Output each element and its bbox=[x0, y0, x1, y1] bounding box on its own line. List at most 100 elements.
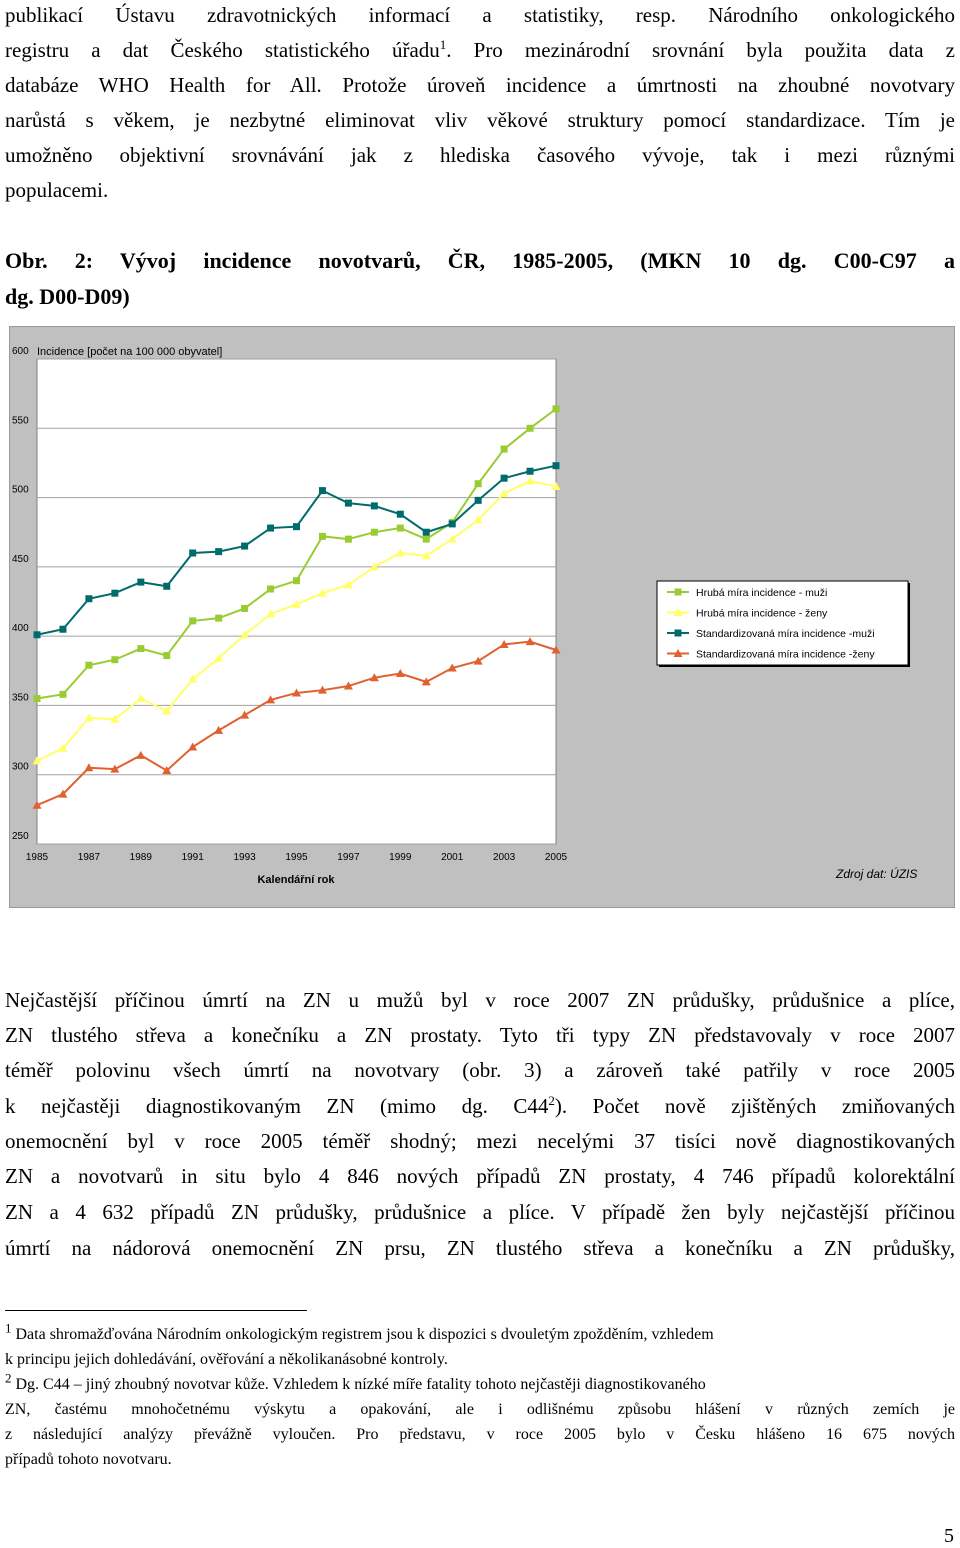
data-point bbox=[137, 645, 145, 653]
legend-label: Standardizovaná míra incidence -muži bbox=[696, 628, 875, 640]
body-line-text: ). Počet nově zjištěných zmiňovaných bbox=[554, 1094, 955, 1118]
source-note: Zdroj dat: ÚZIS bbox=[835, 866, 917, 881]
legend-swatch-marker bbox=[674, 588, 682, 596]
data-point bbox=[292, 599, 301, 608]
data-point bbox=[421, 677, 431, 686]
data-point bbox=[163, 582, 171, 590]
y-tick-label: 250 bbox=[12, 831, 29, 842]
data-point bbox=[551, 481, 561, 490]
data-point bbox=[318, 487, 326, 495]
data-point bbox=[58, 743, 68, 752]
y-axis-label: Incidence [počet na 100 000 obyvatel] bbox=[37, 346, 222, 358]
x-tick-label: 1989 bbox=[130, 852, 153, 863]
figure-caption-cont: dg. D00-D09) bbox=[5, 284, 130, 309]
footnote-separator bbox=[5, 1310, 307, 1311]
intro-line-text: registru a dat Českého statistického úřa… bbox=[5, 38, 440, 62]
data-point bbox=[111, 656, 119, 664]
legend-label: Hrubá míra incidence - ženy bbox=[696, 608, 828, 620]
data-point bbox=[500, 445, 508, 453]
data-point bbox=[292, 688, 301, 697]
footnote-text: Data shromažďována Národním onkologickým… bbox=[15, 1326, 714, 1343]
data-point bbox=[32, 756, 42, 765]
data-point bbox=[422, 535, 430, 543]
data-point bbox=[525, 476, 535, 485]
data-point bbox=[396, 510, 404, 518]
data-point bbox=[110, 764, 120, 773]
x-tick-label: 2001 bbox=[441, 852, 464, 863]
x-tick-label: 1993 bbox=[233, 852, 256, 863]
data-point bbox=[293, 523, 300, 531]
footnote-1: 1 Data shromažďována Národním onkologick… bbox=[5, 1322, 714, 1345]
data-point bbox=[447, 663, 457, 672]
legend-label: Hrubá míra incidence - muži bbox=[696, 587, 827, 599]
data-point bbox=[317, 685, 327, 694]
page-number: 5 bbox=[944, 1525, 954, 1547]
data-point bbox=[499, 488, 509, 497]
body-line-text: k nejčastěji diagnostikovaným ZN (mimo d… bbox=[5, 1094, 549, 1118]
data-point bbox=[448, 520, 456, 528]
data-point bbox=[58, 789, 68, 798]
footnote-text: Dg. C44 – jiný zhoubný novotvar kůže. Vz… bbox=[15, 1376, 706, 1393]
data-point bbox=[343, 580, 353, 589]
data-point bbox=[343, 681, 353, 690]
y-tick-label: 550 bbox=[12, 415, 29, 426]
line-chart: 250 300 350 400 450 500 550 600 1985 1987 1989 1991… bbox=[12, 346, 917, 886]
x-tick-label: 1985 bbox=[26, 852, 49, 863]
data-point bbox=[163, 652, 171, 660]
data-point bbox=[267, 524, 275, 532]
data-point bbox=[33, 695, 41, 702]
body-line: úmrtí na nádorová onemocnění ZN prsu, ZN… bbox=[5, 1236, 955, 1260]
intro-line: databáze WHO Health for All. Protože úro… bbox=[5, 73, 955, 97]
data-point bbox=[293, 577, 300, 585]
data-point bbox=[369, 673, 379, 682]
legend-box bbox=[656, 580, 909, 666]
data-point bbox=[215, 548, 223, 556]
data-point bbox=[215, 614, 223, 622]
data-point bbox=[59, 690, 67, 698]
intro-line: umožněno objektivní srovnávání jak z hle… bbox=[5, 143, 955, 167]
data-point bbox=[33, 631, 41, 639]
footnote-mark: 2 bbox=[5, 1370, 12, 1386]
data-point bbox=[162, 766, 172, 775]
intro-line: publikací Ústavu zdravotnických informac… bbox=[5, 3, 955, 27]
x-tick-label: 1987 bbox=[78, 852, 101, 863]
intro-line: narůstá s věkem, je nezbytné eliminovat … bbox=[5, 108, 955, 132]
body-line: k nejčastěji diagnostikovaným ZN (mimo d… bbox=[5, 1094, 955, 1118]
data-point bbox=[525, 637, 535, 646]
data-point bbox=[241, 604, 249, 612]
data-point bbox=[344, 499, 352, 507]
data-point bbox=[59, 625, 67, 633]
data-point bbox=[552, 405, 560, 413]
data-point bbox=[317, 588, 327, 597]
x-tick-label: 1995 bbox=[285, 852, 308, 863]
x-tick-label: 1997 bbox=[337, 852, 360, 863]
data-point bbox=[395, 548, 405, 557]
body-line: onemocnění byl v roce 2005 téměř shodný;… bbox=[5, 1129, 955, 1153]
data-point bbox=[85, 661, 93, 669]
data-point bbox=[110, 714, 120, 723]
body-line: ZN a novotvarů in situ bylo 4 846 nových… bbox=[5, 1164, 955, 1188]
data-point bbox=[370, 528, 378, 536]
footnote-2: 2 Dg. C44 – jiný zhoubný novotvar kůže. … bbox=[5, 1372, 706, 1395]
data-point bbox=[474, 496, 482, 504]
y-tick-label: 600 bbox=[12, 346, 29, 357]
body-line: téměř polovinu všech úmrtí na novotvary … bbox=[5, 1058, 955, 1082]
data-point bbox=[370, 502, 378, 510]
footnote-2-cont: ZN, častému mnohočetnému výskytu a opako… bbox=[5, 1401, 955, 1418]
x-tick-label: 1999 bbox=[389, 852, 412, 863]
data-point bbox=[136, 694, 146, 702]
data-point bbox=[344, 535, 352, 543]
data-point bbox=[85, 595, 93, 603]
data-point bbox=[500, 474, 508, 482]
body-line: Nejčastější příčinou úmrtí na ZN u mužů … bbox=[5, 988, 955, 1012]
chart-container: 250 300 350 400 450 500 550 600 1985 1987 1989 1991… bbox=[9, 326, 955, 908]
footnote-2-cont: případů tohoto novotvaru. bbox=[5, 1451, 172, 1468]
intro-line-text: . Pro mezinárodní srovnání byla použita … bbox=[446, 38, 955, 62]
data-point bbox=[447, 534, 457, 543]
data-point bbox=[111, 589, 119, 597]
legend-swatch-marker bbox=[673, 649, 683, 657]
data-point bbox=[214, 653, 224, 662]
footnote-ref: 2 bbox=[548, 1093, 555, 1108]
data-point bbox=[137, 578, 145, 586]
data-point bbox=[136, 750, 146, 759]
